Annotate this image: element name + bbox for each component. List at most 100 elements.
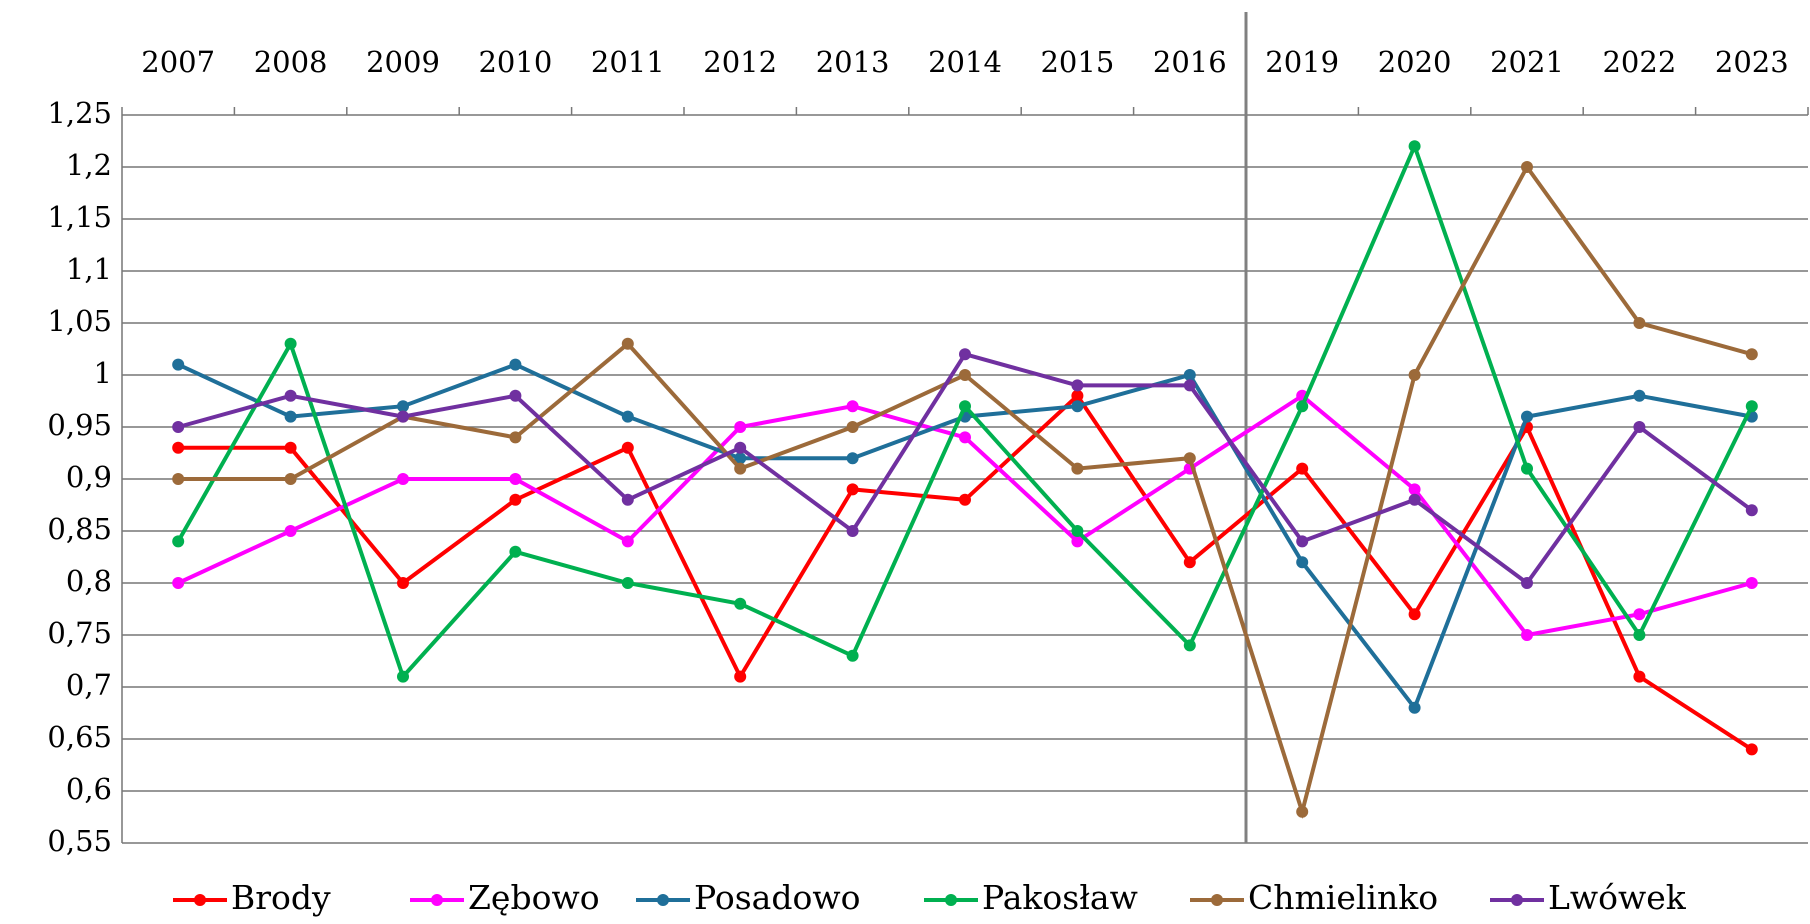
data-point	[284, 410, 297, 423]
data-point	[1745, 400, 1758, 413]
data-point	[1745, 743, 1758, 756]
y-tick-label: 0,9	[66, 460, 112, 494]
y-tick-label: 0,55	[47, 824, 112, 858]
y-tick-label: 0,7	[66, 668, 112, 702]
data-point	[397, 400, 409, 413]
data-point	[734, 670, 747, 683]
data-point	[621, 535, 634, 548]
x-tick-label: 2015	[1040, 45, 1114, 79]
legend-marker	[1511, 894, 1523, 906]
data-point	[846, 400, 859, 413]
legend-marker	[431, 894, 443, 906]
x-tick-label: 2014	[928, 45, 1002, 79]
legend-label: Lwówek	[1548, 878, 1687, 917]
data-point	[1183, 452, 1196, 465]
data-point	[1408, 483, 1421, 496]
x-tick-label: 2012	[703, 45, 777, 79]
data-point	[621, 577, 634, 589]
data-point	[1183, 556, 1196, 569]
data-point	[1745, 348, 1758, 361]
x-tick-label: 2022	[1602, 45, 1676, 79]
data-point	[509, 473, 522, 485]
data-point	[734, 597, 747, 610]
legend-label: Zębowo	[468, 878, 600, 917]
data-point	[1745, 504, 1758, 517]
x-tick-label: 2007	[141, 45, 215, 79]
x-tick-label: 2010	[478, 45, 552, 79]
data-point	[397, 410, 409, 423]
legend-marker	[194, 894, 206, 906]
legend-label: Posadowo	[694, 878, 860, 917]
data-point	[1071, 535, 1084, 548]
x-tick-label: 2011	[591, 45, 665, 79]
data-point	[621, 441, 634, 454]
data-point	[734, 441, 747, 454]
data-point	[172, 358, 185, 371]
data-point	[846, 649, 859, 662]
data-point	[959, 493, 971, 506]
data-point	[1633, 389, 1646, 402]
y-tick-label: 1	[94, 356, 112, 390]
data-point	[1296, 535, 1309, 548]
data-point	[959, 369, 971, 381]
data-point	[284, 441, 297, 454]
data-point	[846, 452, 859, 465]
data-point	[1071, 400, 1084, 413]
data-point	[1408, 140, 1421, 153]
data-point	[1408, 369, 1421, 381]
x-tick-label: 2009	[366, 45, 440, 79]
data-point	[1633, 421, 1646, 433]
legend-marker	[1211, 894, 1223, 906]
y-tick-label: 1,1	[66, 252, 112, 286]
data-point	[284, 337, 297, 350]
data-point	[1071, 389, 1084, 402]
x-tick-label: 2020	[1378, 45, 1452, 79]
data-point	[1633, 670, 1646, 683]
data-point	[734, 421, 747, 433]
data-point	[1633, 608, 1646, 621]
legend-marker	[945, 894, 957, 906]
data-point	[846, 483, 859, 496]
data-point	[509, 493, 522, 506]
data-point	[284, 473, 297, 485]
data-point	[1183, 369, 1196, 381]
data-point	[172, 421, 185, 433]
y-tick-label: 0,6	[66, 772, 112, 806]
x-tick-label: 2008	[254, 45, 328, 79]
series-line	[177, 351, 1753, 586]
x-tick-label: 2013	[816, 45, 890, 79]
data-point	[1408, 701, 1421, 714]
data-point	[397, 670, 409, 683]
data-point	[1408, 608, 1421, 621]
data-point	[1296, 805, 1309, 818]
data-point	[1296, 400, 1309, 413]
data-point	[172, 441, 185, 454]
data-point	[509, 389, 522, 402]
y-tick-label: 1,05	[47, 304, 112, 338]
x-tick-label: 2023	[1715, 45, 1789, 79]
data-point	[1521, 161, 1533, 173]
data-point	[959, 348, 971, 361]
data-point	[1296, 556, 1309, 569]
legend-marker	[657, 894, 669, 906]
data-point	[846, 421, 859, 433]
y-tick-label: 1,15	[47, 200, 112, 234]
data-point	[846, 525, 859, 537]
data-point	[959, 400, 971, 413]
data-point	[621, 493, 634, 506]
x-tick-label: 2019	[1265, 45, 1339, 79]
y-tick-label: 0,65	[47, 720, 112, 754]
x-tick-label: 2021	[1490, 45, 1564, 79]
series-line	[178, 163, 1753, 820]
legend-label: Chmielinko	[1248, 878, 1438, 917]
data-point	[284, 525, 297, 537]
y-tick-label: 1,2	[66, 148, 112, 182]
data-point	[172, 577, 185, 589]
data-point	[1633, 629, 1646, 641]
data-point	[1521, 629, 1533, 641]
data-point	[1633, 317, 1646, 329]
data-point	[1183, 379, 1196, 392]
data-point	[1071, 379, 1084, 392]
data-point	[1521, 462, 1533, 475]
